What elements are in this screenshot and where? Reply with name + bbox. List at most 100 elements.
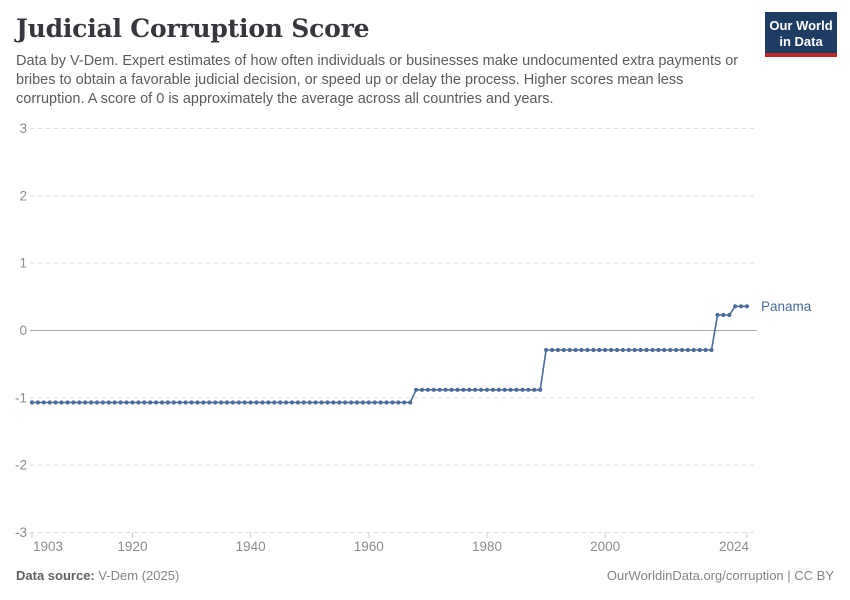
data-point[interactable] bbox=[295, 400, 300, 405]
series-line-panama[interactable] bbox=[32, 305, 747, 404]
data-point[interactable] bbox=[691, 347, 696, 353]
data-point[interactable] bbox=[148, 400, 153, 405]
data-point[interactable] bbox=[183, 400, 188, 405]
data-point[interactable] bbox=[555, 347, 561, 353]
data-point[interactable] bbox=[567, 347, 572, 353]
data-point[interactable] bbox=[721, 312, 726, 318]
data-point[interactable] bbox=[242, 400, 247, 405]
data-point[interactable] bbox=[526, 387, 531, 392]
data-point[interactable] bbox=[609, 347, 614, 353]
data-point[interactable] bbox=[65, 400, 70, 405]
data-point[interactable] bbox=[679, 347, 685, 353]
data-point[interactable] bbox=[159, 400, 165, 405]
data-point[interactable] bbox=[47, 400, 52, 405]
data-point[interactable] bbox=[278, 400, 283, 405]
data-point[interactable] bbox=[390, 400, 395, 405]
data-point[interactable] bbox=[697, 347, 702, 353]
data-point[interactable] bbox=[685, 347, 691, 353]
data-point[interactable] bbox=[396, 400, 401, 405]
data-point[interactable] bbox=[502, 387, 507, 392]
data-point[interactable] bbox=[35, 400, 41, 405]
data-point[interactable] bbox=[579, 347, 584, 353]
data-point[interactable] bbox=[703, 347, 708, 353]
data-point[interactable] bbox=[715, 312, 720, 318]
data-point[interactable] bbox=[744, 304, 750, 309]
data-point[interactable] bbox=[224, 400, 230, 405]
data-point[interactable] bbox=[100, 400, 105, 405]
data-point[interactable] bbox=[313, 400, 318, 405]
data-point[interactable] bbox=[77, 400, 82, 405]
data-point[interactable] bbox=[189, 400, 194, 405]
data-point[interactable] bbox=[597, 347, 602, 353]
data-point[interactable] bbox=[662, 347, 667, 353]
data-point[interactable] bbox=[449, 387, 454, 392]
data-point[interactable] bbox=[372, 400, 377, 405]
data-point[interactable] bbox=[94, 400, 100, 405]
data-point[interactable] bbox=[106, 400, 111, 405]
data-point[interactable] bbox=[59, 400, 64, 405]
data-point[interactable] bbox=[425, 387, 430, 392]
data-point[interactable] bbox=[443, 387, 448, 392]
data-point[interactable] bbox=[331, 400, 336, 405]
data-point[interactable] bbox=[29, 400, 35, 405]
data-point[interactable] bbox=[520, 387, 525, 392]
data-point[interactable] bbox=[254, 400, 259, 405]
data-point[interactable] bbox=[419, 387, 425, 392]
data-point[interactable] bbox=[591, 347, 596, 353]
data-point[interactable] bbox=[549, 347, 555, 353]
data-point[interactable] bbox=[656, 347, 661, 353]
data-point[interactable] bbox=[195, 400, 200, 405]
data-point[interactable] bbox=[325, 400, 330, 405]
data-point[interactable] bbox=[337, 400, 342, 405]
data-point[interactable] bbox=[431, 387, 436, 392]
data-point[interactable] bbox=[638, 347, 643, 353]
data-point[interactable] bbox=[130, 400, 135, 405]
data-point[interactable] bbox=[343, 400, 348, 405]
attribution-link[interactable]: OurWorldinData.org/corruption | CC BY bbox=[606, 568, 834, 583]
data-point[interactable] bbox=[112, 400, 117, 405]
data-point[interactable] bbox=[213, 400, 218, 405]
data-point[interactable] bbox=[620, 347, 626, 353]
data-point[interactable] bbox=[171, 400, 176, 405]
data-point[interactable] bbox=[437, 387, 442, 392]
data-point[interactable] bbox=[177, 400, 182, 405]
data-point[interactable] bbox=[118, 400, 123, 405]
data-point[interactable] bbox=[207, 400, 212, 405]
owid-logo[interactable]: Our World in Data bbox=[765, 12, 837, 58]
data-point[interactable] bbox=[603, 347, 608, 353]
data-point[interactable] bbox=[514, 387, 519, 392]
data-point[interactable] bbox=[473, 387, 478, 392]
data-point[interactable] bbox=[124, 400, 129, 405]
data-point[interactable] bbox=[467, 387, 472, 392]
data-point[interactable] bbox=[573, 347, 578, 353]
data-point[interactable] bbox=[248, 400, 253, 405]
series-label-panama[interactable]: Panama bbox=[761, 299, 812, 314]
data-point[interactable] bbox=[496, 387, 501, 392]
data-point[interactable] bbox=[83, 400, 88, 405]
data-point[interactable] bbox=[154, 400, 159, 405]
data-point[interactable] bbox=[89, 400, 94, 405]
data-point[interactable] bbox=[41, 400, 46, 405]
data-point[interactable] bbox=[165, 400, 170, 405]
data-point[interactable] bbox=[384, 400, 389, 405]
data-point[interactable] bbox=[71, 400, 76, 405]
data-point[interactable] bbox=[479, 387, 484, 392]
data-point[interactable] bbox=[544, 347, 549, 353]
data-point[interactable] bbox=[201, 400, 206, 405]
data-point[interactable] bbox=[136, 400, 141, 405]
data-point[interactable] bbox=[354, 400, 360, 405]
data-point[interactable] bbox=[378, 400, 383, 405]
data-point[interactable] bbox=[490, 387, 495, 392]
data-point[interactable] bbox=[289, 400, 295, 405]
data-point[interactable] bbox=[461, 387, 466, 392]
data-point[interactable] bbox=[727, 312, 732, 318]
data-point[interactable] bbox=[319, 400, 324, 405]
data-point[interactable] bbox=[142, 400, 147, 405]
data-point[interactable] bbox=[739, 304, 744, 309]
data-point[interactable] bbox=[349, 400, 354, 405]
data-point[interactable] bbox=[219, 400, 224, 405]
data-point[interactable] bbox=[307, 400, 312, 405]
data-point[interactable] bbox=[632, 347, 637, 353]
data-point[interactable] bbox=[230, 400, 235, 405]
data-point[interactable] bbox=[236, 400, 241, 405]
